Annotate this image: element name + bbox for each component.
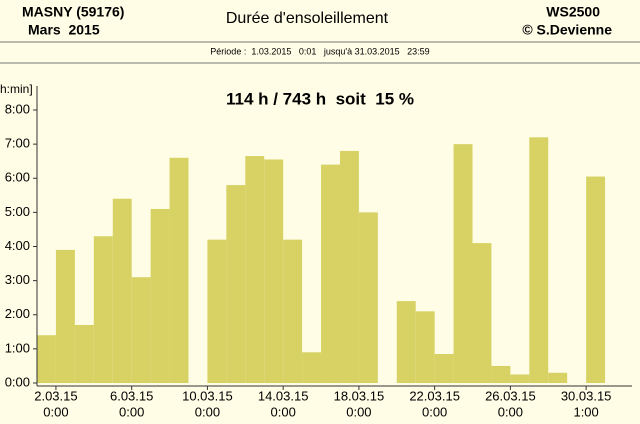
chart-title: Durée d'ensoleillement bbox=[226, 10, 389, 27]
y-tick-label: 2:00 bbox=[5, 306, 30, 321]
device: WS2500 bbox=[546, 4, 600, 20]
bar bbox=[150, 208, 170, 383]
bar bbox=[264, 159, 284, 383]
bar bbox=[396, 301, 416, 383]
bar bbox=[358, 212, 378, 383]
bar bbox=[37, 335, 56, 383]
bar bbox=[207, 239, 227, 383]
x-tick-label: 18.03.15 bbox=[334, 388, 385, 403]
bar bbox=[112, 198, 132, 383]
bar bbox=[283, 239, 303, 383]
x-tick-label: 10.03.15 bbox=[182, 388, 233, 403]
bar bbox=[55, 249, 75, 383]
bar bbox=[169, 157, 189, 383]
bar bbox=[510, 374, 530, 383]
x-tick-label: 26.03.15 bbox=[485, 388, 536, 403]
bar bbox=[529, 137, 549, 383]
y-tick-label: 5:00 bbox=[5, 204, 30, 219]
x-tick-label: 0:00 bbox=[119, 404, 144, 419]
bar bbox=[472, 243, 492, 383]
x-tick-label: 1:00 bbox=[573, 404, 598, 419]
bar bbox=[302, 352, 322, 383]
x-tick-label: 0:00 bbox=[422, 404, 447, 419]
bar bbox=[491, 365, 511, 383]
x-tick-label: 0:00 bbox=[195, 404, 220, 419]
x-tick-label: 2.03.15 bbox=[34, 388, 77, 403]
x-tick-label: 30.03.15 bbox=[561, 388, 612, 403]
bar bbox=[93, 236, 113, 383]
bar bbox=[339, 150, 359, 383]
x-tick-label: 0:00 bbox=[43, 404, 68, 419]
bar bbox=[131, 277, 151, 383]
annotation: 114 h / 743 h soit 15 % bbox=[226, 89, 414, 108]
x-tick-label: 22.03.15 bbox=[409, 388, 460, 403]
x-tick-label: 0:00 bbox=[271, 404, 296, 419]
y-tick-label: 0:00 bbox=[5, 374, 30, 389]
x-tick-label: 6.03.15 bbox=[110, 388, 153, 403]
bar bbox=[548, 372, 568, 383]
plot: 0:00 1:00 2:00 3:00 4:00 5:00 6:00 7:00 8:00 2.03… bbox=[5, 86, 632, 419]
y-axis-label: h:min] bbox=[0, 82, 33, 96]
x-tick-label: 14.03.15 bbox=[258, 388, 309, 403]
y-tick-label: 4:00 bbox=[5, 238, 30, 253]
x-tick-label: 0:00 bbox=[498, 404, 523, 419]
bar bbox=[245, 156, 265, 383]
bar bbox=[321, 164, 340, 383]
period: Période : 1.03.2015 0:01 jusqu'à 31.03.2… bbox=[210, 46, 429, 56]
bar bbox=[74, 324, 94, 383]
station: MASNY (59176) bbox=[22, 4, 124, 20]
bar bbox=[453, 144, 473, 383]
bar bbox=[434, 353, 454, 383]
y-tick-label: 1:00 bbox=[5, 340, 30, 355]
author: © S.Devienne bbox=[522, 22, 612, 38]
bar bbox=[586, 176, 606, 383]
x-tick-label: 0:00 bbox=[346, 404, 371, 419]
y-tick-label: 8:00 bbox=[5, 101, 30, 116]
month: Mars 2015 bbox=[28, 22, 100, 38]
y-tick-label: 7:00 bbox=[5, 136, 30, 151]
y-tick-label: 6:00 bbox=[5, 170, 30, 185]
bar bbox=[415, 311, 435, 383]
y-tick-label: 3:00 bbox=[5, 272, 30, 287]
bar bbox=[226, 185, 246, 383]
